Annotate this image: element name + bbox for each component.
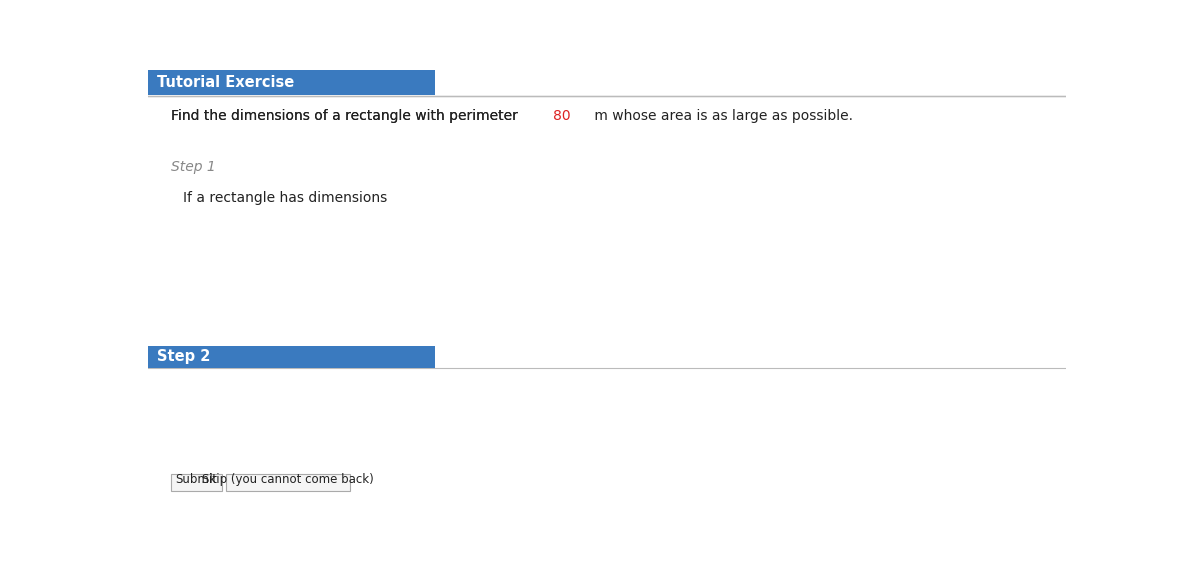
Text: Find the dimensions of a rectangle with perimeter  80 m whose area is as large a: Find the dimensions of a rectangle with … (172, 109, 807, 122)
FancyBboxPatch shape (225, 474, 349, 490)
Text: If a rectangle has dimensions: If a rectangle has dimensions (182, 191, 392, 205)
Text: 80: 80 (553, 109, 571, 122)
Text: If a rectangle has dimensions        and   , then we must maximize the area    =: If a rectangle has dimensions and , then… (182, 191, 755, 205)
Text: Skip (you cannot come back): Skip (you cannot come back) (201, 473, 373, 486)
Text: Find the dimensions of a rectangle with perimeter: Find the dimensions of a rectangle with … (172, 109, 522, 122)
FancyBboxPatch shape (148, 70, 435, 95)
Text: m whose area is as large as possible.: m whose area is as large as possible. (590, 109, 854, 122)
Text: Step 2: Step 2 (157, 349, 211, 364)
FancyBboxPatch shape (148, 346, 435, 367)
FancyBboxPatch shape (172, 474, 221, 490)
FancyBboxPatch shape (148, 70, 435, 95)
Text: Tutorial Exercise: Tutorial Exercise (157, 75, 295, 90)
Text: Step 1: Step 1 (172, 161, 215, 175)
Text: Submit: Submit (175, 473, 217, 486)
Text: Find the dimensions of a rectangle with perimeter: Find the dimensions of a rectangle with … (172, 109, 522, 122)
